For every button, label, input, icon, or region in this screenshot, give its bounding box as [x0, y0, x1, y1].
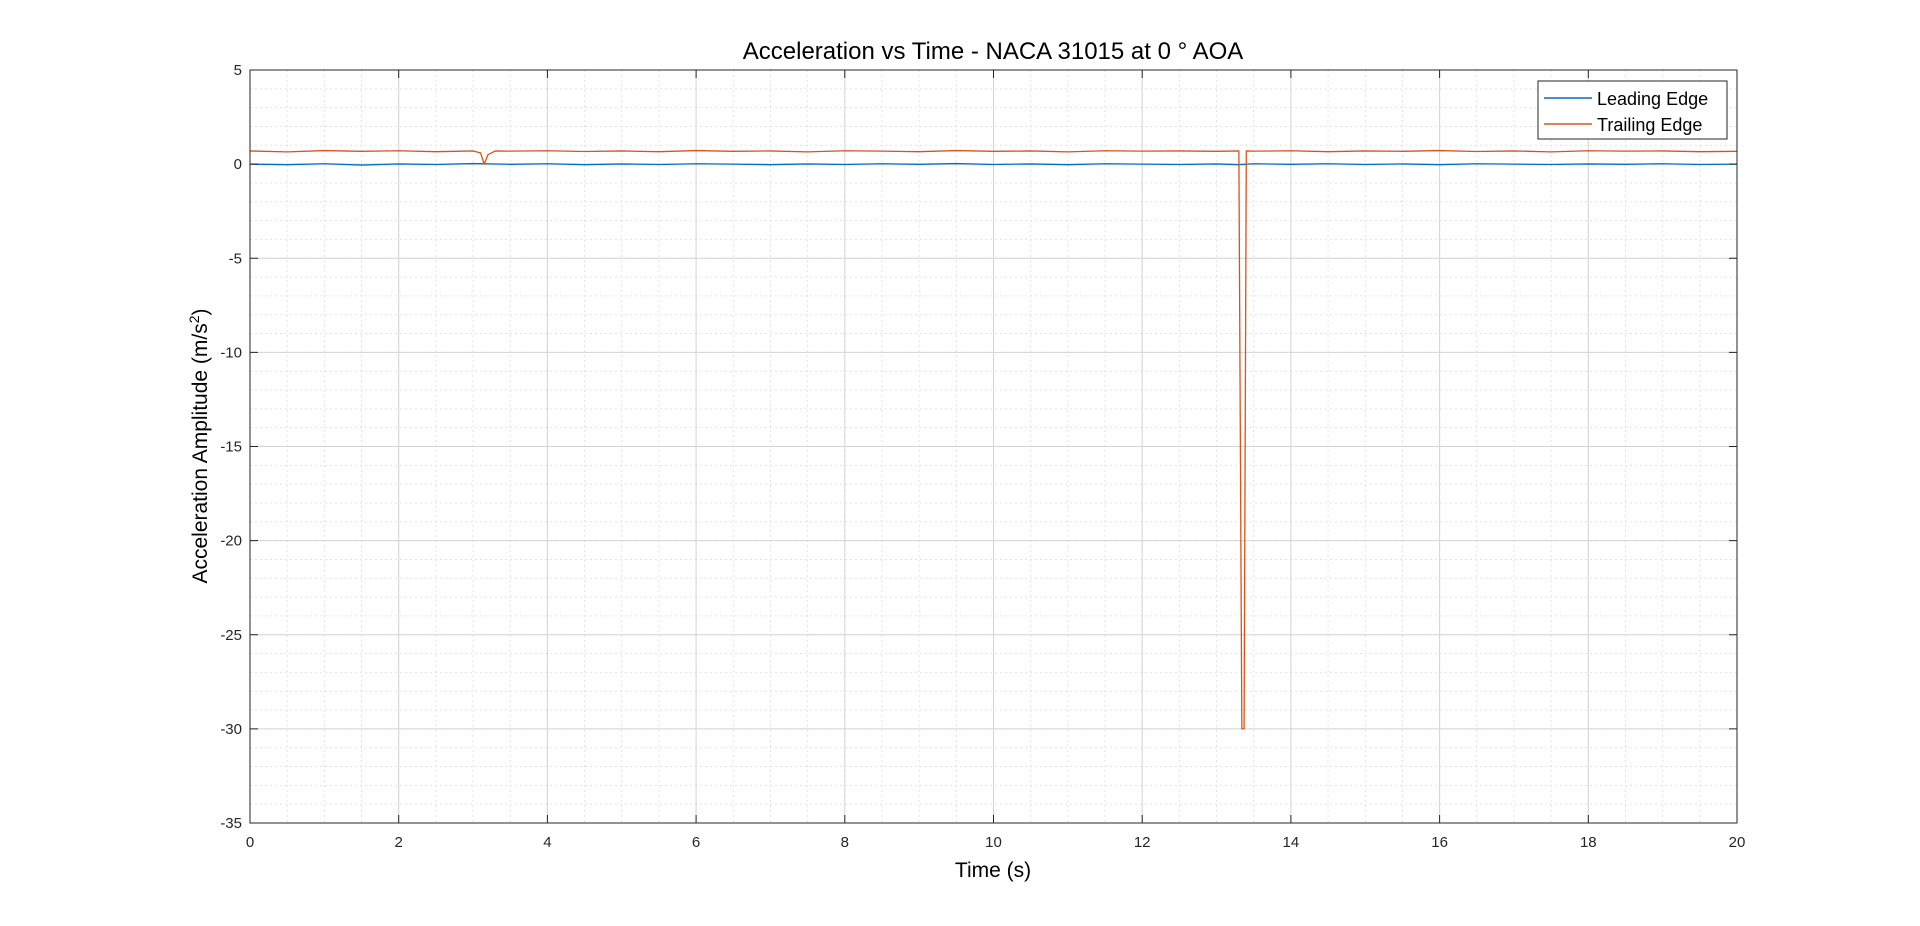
x-tick-label: 16: [1431, 834, 1448, 851]
y-tick-label: -25: [220, 627, 242, 644]
y-axis-label-base: Acceleration Amplitude (m/s: [189, 323, 212, 583]
y-axis-label-close: ): [189, 308, 212, 315]
x-axis-label: Time (s): [955, 859, 1031, 882]
x-tick-label: 12: [1134, 834, 1151, 851]
plot-area: [249, 69, 1738, 824]
x-tick-label: 2: [395, 834, 403, 851]
x-tick-label: 0: [246, 834, 254, 851]
y-tick-label: 5: [234, 62, 242, 79]
x-tick-label: 10: [985, 834, 1002, 851]
series-layer: [249, 149, 1738, 730]
x-tick-label: 20: [1729, 834, 1746, 851]
x-tick-label: 6: [692, 834, 700, 851]
y-tick-label: -20: [220, 533, 242, 550]
tick-marks: [249, 69, 1738, 824]
y-tick-label: -35: [220, 815, 242, 832]
y-axis-label: Acceleration Amplitude (m/s2): [186, 308, 212, 583]
y-tick-labels: 5 0 -5 -10 -15 -20 -25 -30 -35: [220, 62, 242, 832]
legend-label-leading-edge: Leading Edge: [1597, 89, 1708, 109]
legend: Leading Edge Trailing Edge: [1537, 80, 1728, 140]
x-tick-label: 18: [1580, 834, 1597, 851]
legend-box: [1537, 80, 1728, 140]
y-tick-label: 0: [234, 156, 242, 173]
y-tick-label: -10: [220, 344, 242, 361]
x-tick-label: 4: [543, 834, 551, 851]
x-tick-label: 14: [1283, 834, 1300, 851]
chart-title: Acceleration vs Time - NACA 31015 at 0 °…: [743, 38, 1244, 65]
series-line-leading-edge: [249, 162, 1738, 166]
legend-label-trailing-edge: Trailing Edge: [1597, 115, 1702, 135]
y-tick-label: -5: [229, 250, 242, 267]
x-tick-labels: 0 2 4 6 8 10 12 14 16 18 20: [246, 834, 1746, 851]
x-tick-label: 8: [841, 834, 849, 851]
series-line-trailing-edge: [249, 149, 1738, 730]
y-tick-label: -30: [220, 721, 242, 738]
y-axis-label-superscript: 2: [186, 315, 202, 323]
y-tick-label: -15: [220, 439, 242, 456]
